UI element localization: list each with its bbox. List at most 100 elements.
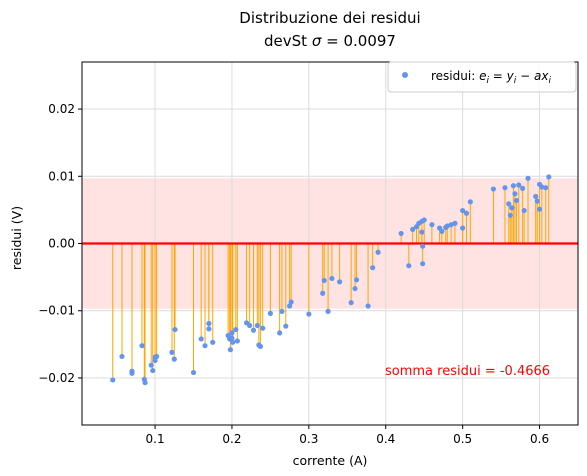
- subtitle-symbol: σ: [312, 32, 322, 50]
- data-point: [227, 347, 234, 353]
- data-point: [502, 185, 508, 191]
- data-point: [153, 353, 160, 360]
- legend-box: [387, 61, 577, 93]
- data-point: [467, 199, 473, 205]
- legend-e: e: [479, 69, 486, 83]
- data-point: [142, 380, 148, 386]
- legend-i3: i: [548, 76, 551, 86]
- sum-residuals-annotation: somma residui = -0.4666: [385, 364, 550, 379]
- data-point: [306, 311, 312, 317]
- chart-title: Distribuzione dei residui: [239, 9, 420, 27]
- data-point: [172, 326, 178, 333]
- y-tick-label: 0.02: [48, 102, 75, 116]
- data-point: [257, 343, 264, 349]
- subtitle-prefix: devSt: [264, 32, 312, 50]
- y-tick-label: 0.00: [48, 237, 75, 251]
- data-point: [279, 308, 285, 314]
- data-point: [329, 275, 335, 282]
- x-axis-label: corrente (A): [293, 453, 368, 468]
- data-point: [406, 263, 412, 269]
- legend-i2: i: [514, 76, 517, 86]
- data-point: [348, 300, 354, 306]
- x-tick-label: 0.6: [530, 432, 549, 446]
- legend-i: i: [486, 76, 489, 86]
- data-point: [419, 229, 425, 235]
- data-point: [171, 356, 177, 362]
- data-point: [516, 182, 522, 188]
- data-point: [229, 330, 235, 336]
- data-point: [536, 206, 543, 212]
- data-point: [509, 205, 515, 211]
- data-point: [139, 343, 145, 349]
- legend-eq: =: [489, 69, 507, 83]
- data-point: [520, 185, 526, 191]
- x-tick-label: 0.2: [222, 432, 241, 446]
- data-point: [150, 367, 156, 374]
- data-point: [287, 303, 293, 309]
- data-point: [148, 362, 154, 368]
- data-point: [260, 325, 266, 331]
- data-point: [233, 326, 239, 333]
- data-point: [398, 230, 404, 237]
- data-point: [429, 222, 435, 228]
- data-point: [250, 327, 257, 333]
- data-point: [460, 207, 466, 214]
- legend: residui: ei = yi − axi: [387, 61, 577, 93]
- data-point: [254, 322, 260, 329]
- legend-label: residui: ei = yi − axi: [431, 69, 551, 86]
- legend-marker: [402, 72, 408, 78]
- data-point: [234, 338, 240, 344]
- data-point: [277, 330, 283, 336]
- data-point: [365, 303, 371, 309]
- data-point: [247, 322, 253, 329]
- data-point: [352, 285, 358, 292]
- y-tick-label: −0.02: [38, 371, 75, 385]
- data-point: [510, 183, 517, 189]
- x-tick-label: 0.1: [146, 432, 165, 446]
- data-point: [521, 207, 527, 214]
- legend-prefix: residui:: [431, 69, 479, 83]
- data-point: [439, 228, 445, 234]
- data-point: [325, 308, 331, 314]
- x-tick-label: 0.4: [376, 432, 395, 446]
- legend-y: y: [506, 69, 515, 83]
- data-point: [110, 377, 116, 383]
- x-tick-label: 0.3: [299, 432, 318, 446]
- data-point: [119, 353, 125, 360]
- legend-minus: −: [516, 69, 534, 83]
- data-point: [539, 184, 545, 190]
- data-point: [206, 326, 212, 332]
- data-point: [370, 265, 376, 271]
- data-point: [420, 261, 426, 267]
- data-point: [230, 339, 236, 345]
- data-point: [543, 185, 549, 191]
- legend-ax: ax: [534, 69, 549, 83]
- data-point: [321, 277, 327, 284]
- data-point: [506, 201, 512, 207]
- y-tick-label: 0.01: [48, 169, 75, 183]
- data-point: [283, 323, 289, 329]
- data-point: [375, 249, 381, 255]
- data-point: [452, 220, 458, 226]
- data-point: [267, 310, 274, 317]
- data-point: [288, 299, 294, 305]
- data-point: [210, 339, 216, 345]
- data-point: [337, 279, 343, 285]
- data-point: [410, 226, 416, 232]
- plot-area: 0.1 0.2 0.3 0.4 0.5 0.6 −0.02 −0.01 0.00 0.01 0.02: [38, 61, 579, 446]
- data-point: [320, 290, 326, 296]
- data-point: [129, 370, 135, 376]
- data-point: [513, 197, 520, 204]
- chart-subtitle: devSt σ = 0.0097: [264, 32, 396, 50]
- data-point: [353, 277, 360, 283]
- subtitle-suffix: = 0.0097: [321, 32, 396, 50]
- x-tick-label: 0.5: [453, 432, 472, 446]
- data-point: [460, 225, 466, 231]
- data-point: [490, 186, 497, 192]
- data-point: [534, 198, 540, 204]
- data-point: [525, 175, 531, 181]
- data-point: [546, 174, 552, 180]
- data-point: [420, 243, 426, 249]
- data-point: [206, 320, 212, 327]
